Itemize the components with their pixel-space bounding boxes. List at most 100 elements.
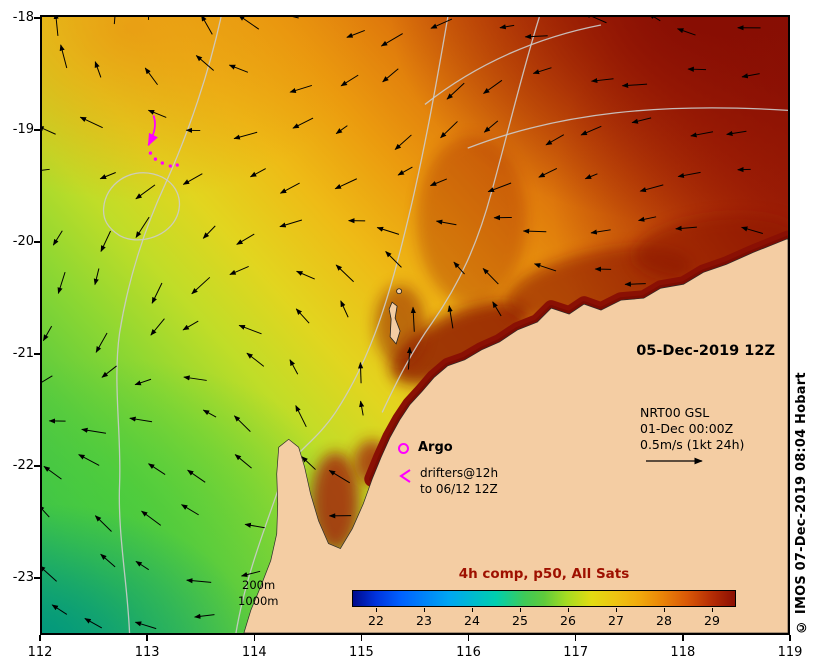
current-arrow	[295, 404, 307, 428]
colorbar-tick-label: 27	[608, 613, 624, 628]
x-tick-label: 112	[27, 645, 53, 660]
y-tick-label: -20	[12, 234, 34, 249]
current-arrow	[147, 463, 166, 475]
bathymetry-contour	[467, 107, 788, 149]
current-arrow	[233, 131, 258, 140]
x-tick-mark	[682, 635, 684, 641]
drifter-dot	[153, 157, 158, 161]
current-arrow	[52, 230, 63, 246]
y-tick-label: -18	[12, 10, 34, 25]
current-arrow	[492, 301, 502, 317]
current-arrow	[246, 352, 265, 367]
current-arrow	[621, 82, 648, 88]
x-tick-label: 114	[241, 645, 267, 660]
current-arrow	[244, 522, 265, 529]
drifter-arrow	[147, 115, 158, 147]
drifter-dot	[175, 163, 179, 167]
current-arrow	[278, 17, 299, 19]
current-arrow	[406, 346, 413, 370]
warm-patch	[416, 136, 527, 306]
current-arrow	[135, 216, 150, 239]
x-tick-mark	[39, 635, 41, 641]
map-overlay	[42, 17, 788, 633]
y-tick-label: -22	[12, 458, 34, 473]
current-arrow	[79, 116, 103, 129]
current-arrow	[186, 578, 212, 584]
current-arrow	[141, 510, 162, 526]
current-arrow	[292, 117, 314, 129]
current-arrow	[134, 378, 152, 386]
current-arrow	[147, 109, 167, 118]
current-arrow	[334, 178, 358, 190]
current-arrow	[249, 168, 266, 178]
model-run-time: 01-Dec 00:00Z	[640, 421, 734, 436]
drifter-track	[147, 115, 179, 168]
current-arrow	[397, 166, 413, 176]
current-arrow	[410, 306, 416, 332]
y-tick-mark	[34, 129, 40, 131]
current-arrow	[191, 276, 211, 295]
current-arrow	[194, 613, 215, 619]
current-arrow	[182, 320, 199, 331]
model-name: NRT00 GSL	[640, 405, 710, 420]
colorbar-tick-mark	[663, 608, 665, 612]
x-tick-label: 116	[456, 645, 481, 660]
y-tick-mark	[34, 353, 40, 355]
y-tick-mark	[34, 241, 40, 243]
colorbar: 4h comp, p50, All Sats 22 23 24 25 26 27 28 29	[352, 566, 736, 630]
colorbar-tick-mark	[567, 608, 569, 612]
current-arrow	[533, 263, 557, 272]
credit-text: © IMOS 07-Dec-2019 08:04 Hobart	[794, 372, 809, 634]
current-arrow	[296, 270, 315, 280]
current-arrow	[234, 454, 252, 469]
current-arrow	[99, 172, 116, 180]
drifter-chevron-icon	[399, 469, 411, 483]
current-arrow	[335, 125, 348, 135]
current-arrow	[93, 268, 100, 286]
current-arrow	[236, 233, 255, 245]
current-arrow	[202, 225, 216, 239]
current-arrow	[487, 182, 512, 193]
current-arrow	[532, 67, 552, 75]
x-tick-mark	[360, 635, 363, 641]
bathymetry-contour	[424, 24, 602, 105]
current-arrow	[447, 305, 454, 329]
current-arrow	[483, 79, 503, 94]
current-arrow	[446, 82, 465, 100]
current-arrow	[335, 264, 354, 283]
current-arrow	[42, 504, 50, 518]
current-arrow	[429, 178, 448, 187]
colorbar-tick-mark	[375, 608, 377, 612]
colorbar-tick-label: 26	[560, 613, 576, 628]
current-arrow	[57, 271, 66, 295]
current-arrow	[238, 17, 260, 30]
colorbar-tick-label: 24	[464, 613, 480, 628]
current-vector-arrows	[42, 17, 763, 630]
colorbar-tick-mark	[519, 608, 521, 612]
current-arrow	[289, 359, 299, 375]
bathymetry-contour	[116, 17, 222, 633]
warm-patch	[375, 285, 425, 365]
map-plot-area: 05-Dec-2019 12Z NRT00 GSL 01-Dec 00:00Z …	[40, 15, 790, 635]
current-arrow	[229, 266, 249, 275]
current-arrow	[677, 171, 701, 179]
current-arrow	[42, 126, 56, 135]
current-arrow	[538, 167, 558, 178]
current-arrow	[482, 268, 499, 285]
land-mass	[243, 238, 788, 633]
current-arrow	[42, 565, 57, 582]
current-arrow	[238, 324, 262, 335]
current-arrow	[385, 251, 402, 268]
current-arrow	[228, 64, 249, 73]
current-arrow	[394, 134, 412, 150]
current-arrow	[624, 281, 646, 287]
current-arrow	[183, 375, 207, 381]
current-arrow	[687, 66, 707, 72]
current-arrow	[289, 84, 313, 93]
drifter-dot	[148, 151, 153, 155]
current-arrow	[187, 469, 206, 483]
current-arrow	[201, 17, 213, 35]
current-arrow	[340, 74, 359, 87]
current-arrow	[584, 173, 598, 180]
x-tick-mark	[467, 635, 470, 641]
